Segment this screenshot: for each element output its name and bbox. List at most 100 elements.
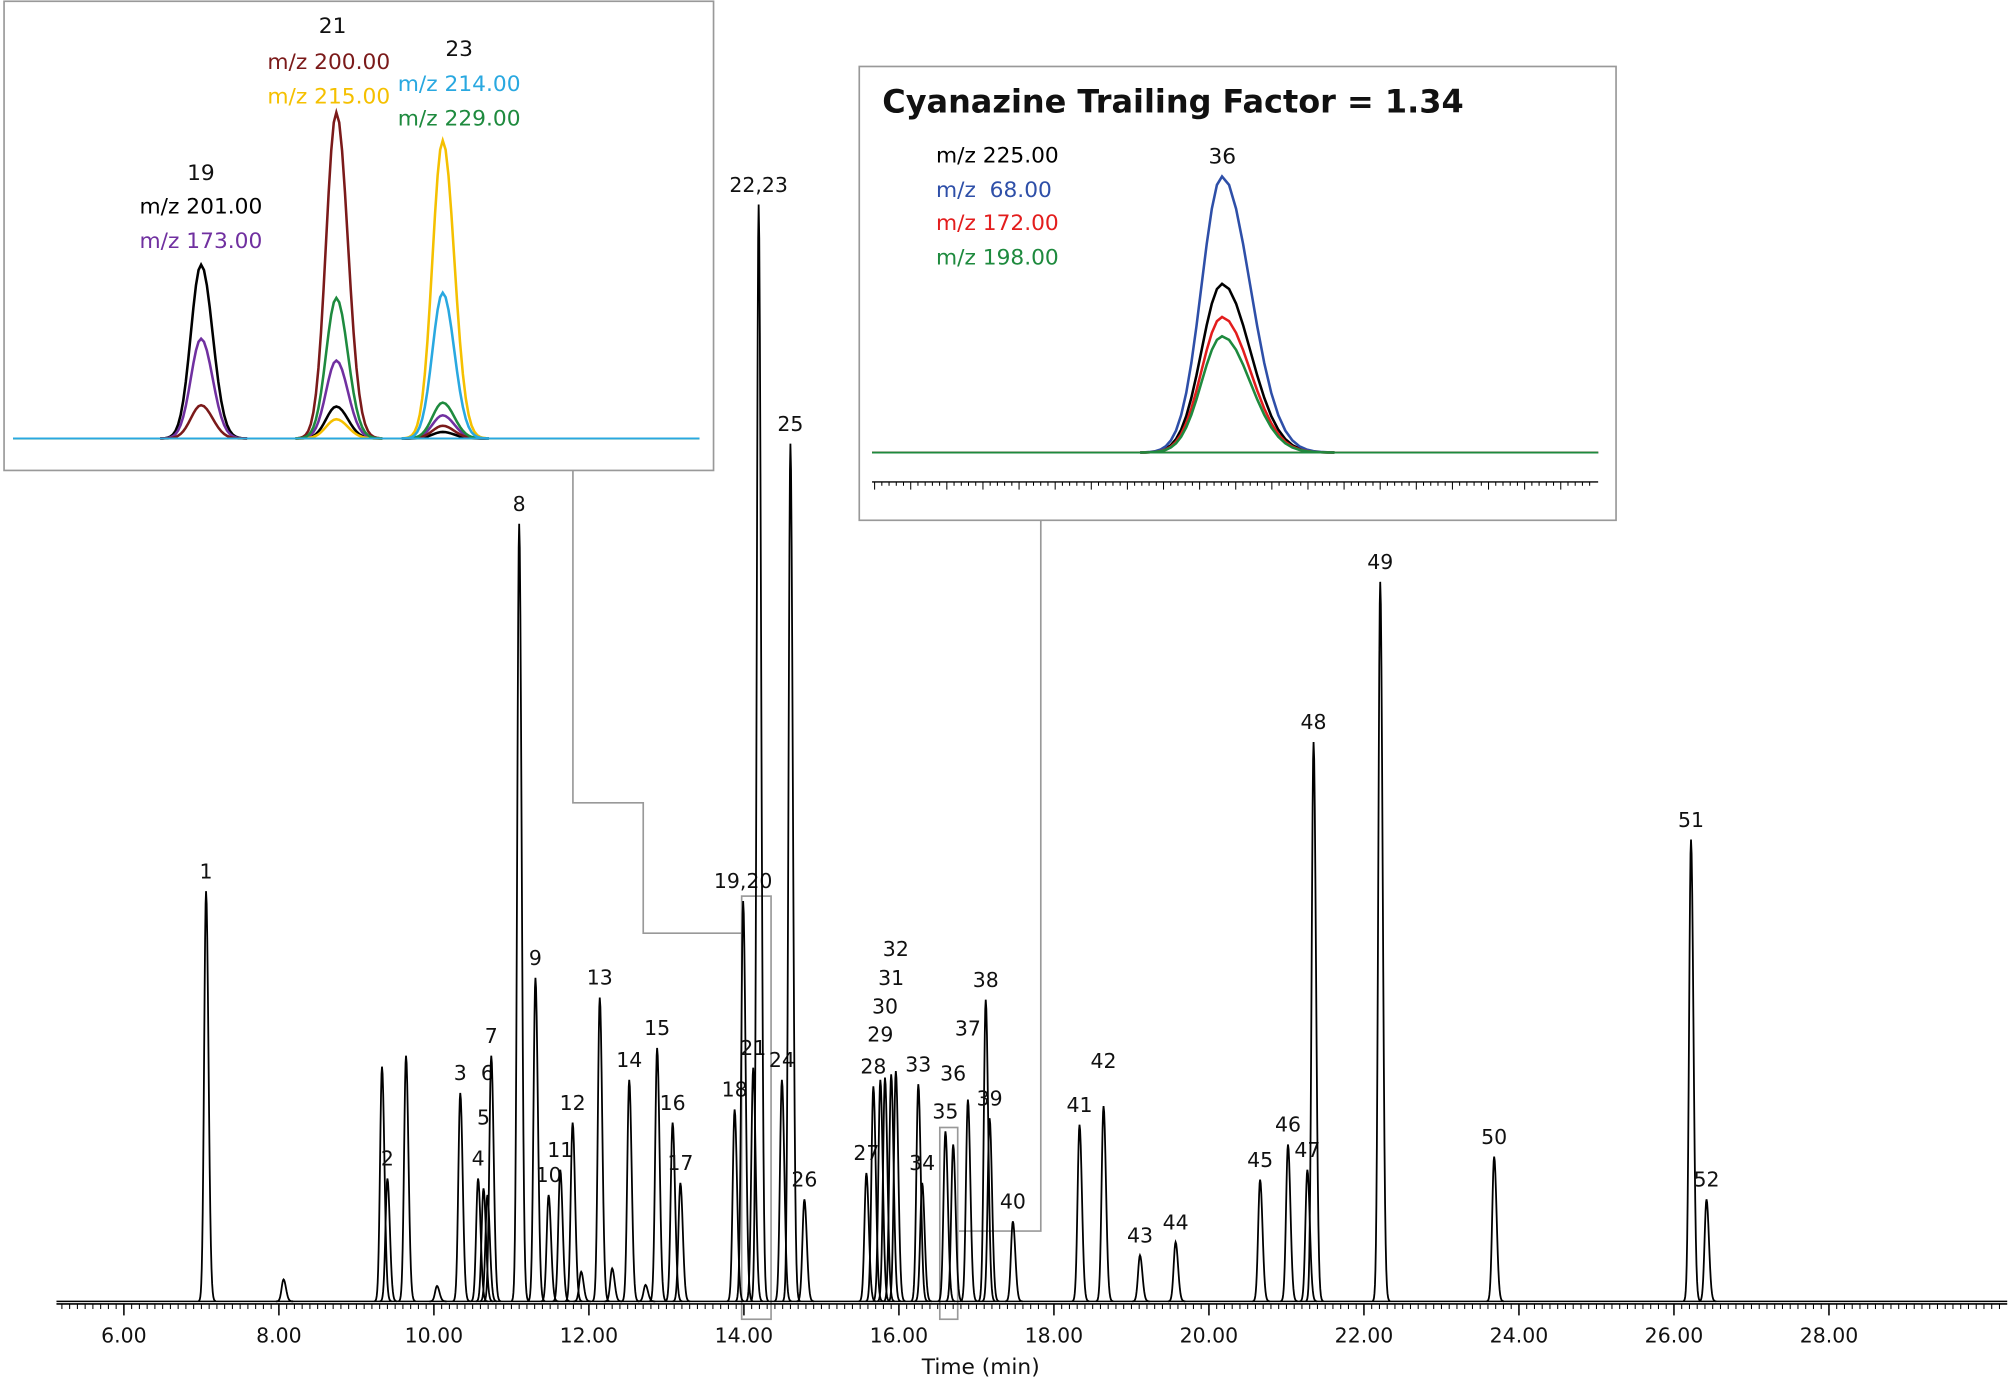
peak-label: 25 <box>777 412 803 436</box>
peak <box>750 204 769 1302</box>
peak-label: 2 <box>381 1147 394 1171</box>
peak <box>295 295 383 440</box>
peak <box>401 290 489 440</box>
peak <box>621 1079 640 1303</box>
peak <box>275 1277 294 1303</box>
x-tick-label: 26.00 <box>1645 1323 1704 1347</box>
series-label: m/z 173.00 <box>140 229 263 254</box>
peak-label: 33 <box>905 1052 931 1076</box>
peak <box>591 997 610 1303</box>
peak <box>374 1066 392 1303</box>
peak-label: 37 <box>955 1017 981 1041</box>
peak <box>552 1169 571 1303</box>
peak-label: 19,20 <box>714 869 773 893</box>
peak <box>726 1109 745 1303</box>
peak-label: 35 <box>932 1100 958 1124</box>
peak-label: 5 <box>477 1105 490 1129</box>
peak-label: 8 <box>513 492 526 516</box>
peak <box>887 1070 906 1303</box>
peak-label: 44 <box>1163 1210 1189 1234</box>
x-tick-label: 12.00 <box>560 1323 619 1347</box>
peak-label: 12 <box>560 1091 586 1115</box>
peak <box>649 1047 668 1303</box>
peak-label: 18 <box>722 1078 748 1102</box>
peak <box>774 1079 792 1303</box>
x-tick-label: 16.00 <box>870 1323 929 1347</box>
peak-label: 16 <box>660 1091 686 1115</box>
peak-label: 32 <box>883 937 909 961</box>
peak-label: 36 <box>1208 145 1236 170</box>
inset-title: Cyanazine Trailing Factor = 1.34 <box>882 82 1463 120</box>
peak-label: 47 <box>1294 1138 1320 1162</box>
peak-label: 26 <box>791 1168 817 1192</box>
peak-label: 7 <box>485 1024 498 1048</box>
peak <box>1071 1124 1090 1303</box>
peak <box>160 336 248 440</box>
peak <box>1140 334 1335 454</box>
peak-label: 40 <box>1000 1190 1026 1214</box>
peak-label: 11 <box>547 1138 573 1162</box>
peak <box>1305 741 1324 1302</box>
series-label: m/z 225.00 <box>936 143 1059 168</box>
peak-label: 29 <box>867 1022 893 1046</box>
peak <box>883 1074 902 1303</box>
connector <box>958 520 1042 1232</box>
peak <box>510 523 530 1302</box>
peak-label: 9 <box>529 946 542 970</box>
peak <box>1698 1199 1717 1303</box>
peak-label: 31 <box>878 966 904 990</box>
peak <box>1095 1106 1114 1303</box>
peak <box>1371 581 1391 1302</box>
peak <box>401 401 489 440</box>
peak-label: 23 <box>445 37 473 62</box>
peak <box>914 1182 932 1303</box>
inset-box <box>858 65 1617 522</box>
series-label: m/z 201.00 <box>140 194 263 219</box>
x-tick-label: 10.00 <box>405 1323 464 1347</box>
peak <box>672 1182 691 1303</box>
peak <box>735 900 754 1303</box>
peak <box>398 1055 416 1303</box>
series-label: m/z 229.00 <box>398 106 521 131</box>
peak <box>379 1178 398 1303</box>
peak <box>945 1144 964 1303</box>
peak-label: 49 <box>1367 550 1393 574</box>
peak <box>527 977 546 1303</box>
peak <box>1167 1239 1186 1303</box>
peak-label: 46 <box>1275 1113 1301 1137</box>
peak-label: 17 <box>667 1151 693 1175</box>
peak <box>1140 174 1335 454</box>
peak-label: 52 <box>1694 1168 1720 1192</box>
peak <box>1299 1169 1318 1303</box>
x-tick-label: 24.00 <box>1490 1323 1549 1347</box>
peak <box>573 1269 591 1303</box>
peak <box>910 1084 929 1303</box>
peak-label: 38 <box>973 968 999 992</box>
x-tick-label: 18.00 <box>1025 1323 1084 1347</box>
peak-label: 50 <box>1481 1125 1507 1149</box>
peak-label: 36 <box>940 1062 966 1086</box>
peak <box>198 891 217 1303</box>
peak <box>470 1178 488 1303</box>
peak-label: 41 <box>1067 1093 1093 1117</box>
series-label: m/z 200.00 <box>267 50 390 75</box>
x-tick-label: 6.00 <box>101 1323 147 1347</box>
peak <box>401 136 489 440</box>
peak <box>483 1055 502 1303</box>
x-tick-label: 20.00 <box>1180 1323 1239 1347</box>
x-tick-label: 8.00 <box>256 1323 302 1347</box>
peak <box>858 1172 877 1303</box>
series-label: m/z 172.00 <box>936 211 1059 236</box>
peak <box>960 1099 978 1303</box>
peak <box>937 1131 956 1303</box>
connector <box>572 470 742 935</box>
x-tick-label: 28.00 <box>1800 1323 1859 1347</box>
peak <box>1682 839 1702 1303</box>
peak-label: 24 <box>769 1048 795 1072</box>
peak-label: 30 <box>872 995 898 1019</box>
x-tick-label: 22.00 <box>1335 1323 1394 1347</box>
peak <box>1280 1144 1298 1303</box>
peak <box>977 999 996 1303</box>
peak-label: 4 <box>472 1147 485 1171</box>
